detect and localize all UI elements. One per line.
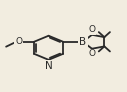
Text: O: O — [15, 37, 22, 46]
Text: N: N — [45, 61, 52, 71]
Text: O: O — [88, 25, 95, 34]
Text: B: B — [79, 37, 87, 47]
Text: O: O — [88, 49, 95, 58]
